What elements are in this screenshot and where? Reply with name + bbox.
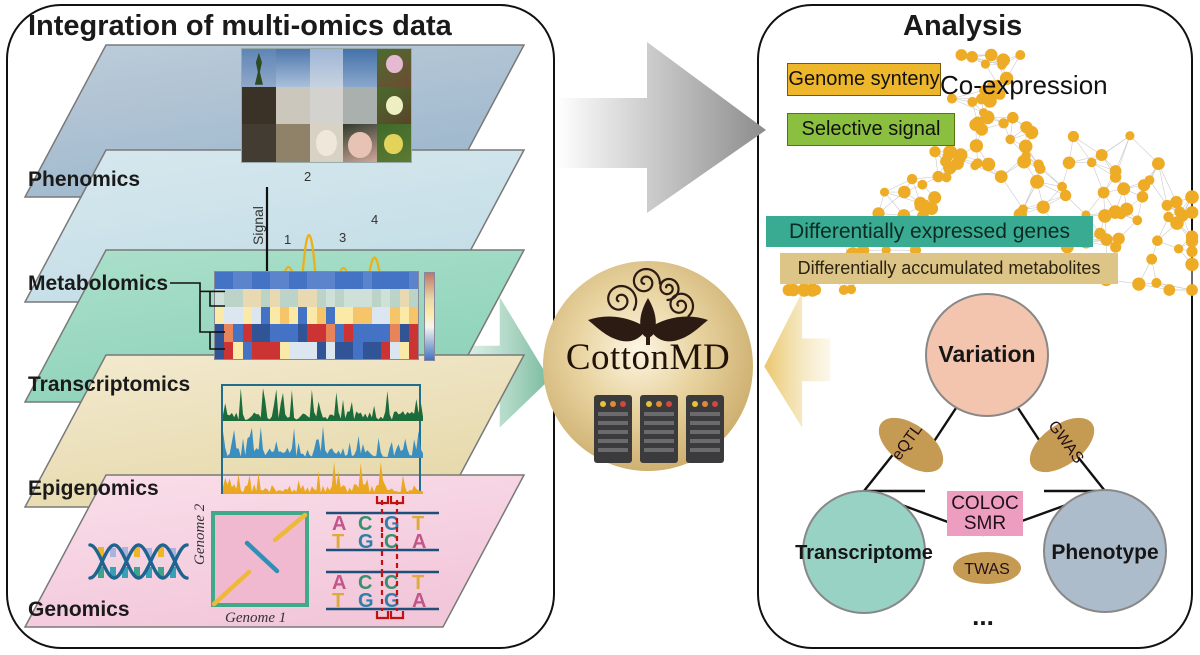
svg-text:SMR: SMR — [964, 513, 1006, 534]
svg-text:Phenotype: Phenotype — [1051, 541, 1158, 564]
svg-text:Variation: Variation — [938, 341, 1035, 367]
svg-text:Transcriptome: Transcriptome — [795, 542, 933, 564]
svg-text:TWAS: TWAS — [964, 561, 1010, 578]
svg-text:COLOC: COLOC — [951, 493, 1019, 514]
svg-text:...: ... — [972, 601, 994, 631]
